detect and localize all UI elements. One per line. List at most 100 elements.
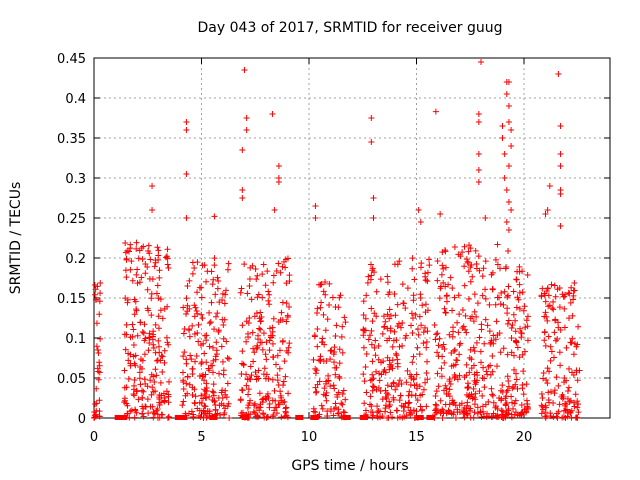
data-point	[189, 270, 196, 277]
data-point	[140, 330, 147, 337]
data-point	[314, 343, 321, 350]
data-point	[327, 356, 334, 363]
data-point	[441, 359, 448, 366]
data-point	[203, 278, 210, 285]
data-point	[550, 306, 557, 313]
data-point	[161, 397, 168, 404]
data-point	[516, 289, 523, 296]
data-point	[390, 380, 397, 387]
data-point	[206, 309, 213, 316]
data-point	[409, 359, 416, 366]
data-point	[483, 368, 490, 375]
data-point	[384, 279, 391, 286]
data-point	[191, 302, 198, 309]
data-point	[253, 276, 260, 283]
data-point	[93, 400, 100, 407]
data-point	[284, 312, 291, 319]
data-point	[141, 351, 148, 358]
data-point	[130, 391, 137, 398]
data-point	[324, 412, 331, 419]
y-tick-label: 0.25	[57, 212, 86, 227]
data-point	[158, 411, 165, 418]
data-point	[510, 311, 517, 318]
data-point	[95, 350, 102, 357]
data-point	[241, 261, 248, 268]
x-tick-label: 15	[408, 430, 425, 445]
data-point	[465, 248, 472, 255]
data-point	[283, 318, 290, 325]
data-point	[243, 127, 250, 133]
data-point	[239, 360, 246, 367]
data-point	[367, 332, 374, 339]
data-point	[465, 295, 472, 302]
data-point	[473, 265, 480, 272]
data-point	[565, 384, 572, 391]
data-point	[133, 307, 140, 314]
data-point	[413, 408, 420, 415]
data-point	[283, 412, 290, 419]
data-point	[424, 328, 431, 335]
data-point	[548, 281, 555, 288]
data-point	[503, 187, 510, 193]
data-point	[386, 335, 393, 342]
data-point	[273, 268, 280, 275]
data-point	[221, 300, 228, 307]
data-point	[152, 349, 159, 356]
data-point	[505, 248, 512, 255]
data-point	[371, 310, 378, 317]
data-point	[482, 258, 489, 265]
data-point	[375, 384, 382, 391]
data-point	[499, 135, 506, 141]
data-point	[327, 347, 334, 354]
data-point	[554, 414, 561, 421]
data-point	[446, 386, 453, 393]
data-point	[203, 394, 210, 401]
data-point	[123, 331, 130, 338]
data-point	[210, 357, 217, 364]
data-point	[461, 243, 468, 250]
data-point	[477, 409, 484, 416]
data-point	[339, 323, 346, 330]
data-point	[400, 408, 407, 415]
data-point	[264, 268, 271, 275]
data-point	[377, 387, 384, 394]
baseline-marker	[121, 415, 128, 420]
data-point	[376, 377, 383, 384]
data-point	[439, 262, 446, 269]
data-point	[568, 339, 575, 346]
data-point	[321, 341, 328, 348]
data-point	[471, 291, 478, 298]
data-point	[251, 349, 258, 356]
data-point	[394, 301, 401, 308]
data-point	[155, 247, 162, 254]
data-point	[547, 410, 554, 417]
data-point	[150, 341, 157, 348]
data-point	[437, 410, 444, 417]
data-point	[196, 372, 203, 379]
y-tick-label: 0.45	[57, 52, 86, 67]
data-point	[370, 195, 377, 201]
data-point	[150, 408, 157, 415]
data-point	[280, 378, 287, 385]
data-point	[166, 378, 173, 385]
data-point	[335, 389, 342, 396]
data-point	[200, 407, 207, 414]
data-point	[399, 320, 406, 327]
data-point	[286, 278, 293, 285]
data-point	[575, 401, 582, 408]
data-point	[188, 408, 195, 415]
data-point	[282, 264, 289, 271]
data-point	[563, 406, 570, 413]
data-point	[443, 293, 450, 300]
data-point	[380, 358, 387, 365]
data-point	[136, 247, 143, 254]
data-point	[571, 403, 578, 410]
data-point	[193, 307, 200, 314]
data-point	[555, 382, 562, 389]
data-point	[470, 344, 477, 351]
data-point	[508, 349, 515, 356]
data-point	[505, 199, 512, 205]
data-point	[220, 335, 227, 342]
data-point	[478, 59, 484, 65]
data-point	[129, 321, 136, 328]
